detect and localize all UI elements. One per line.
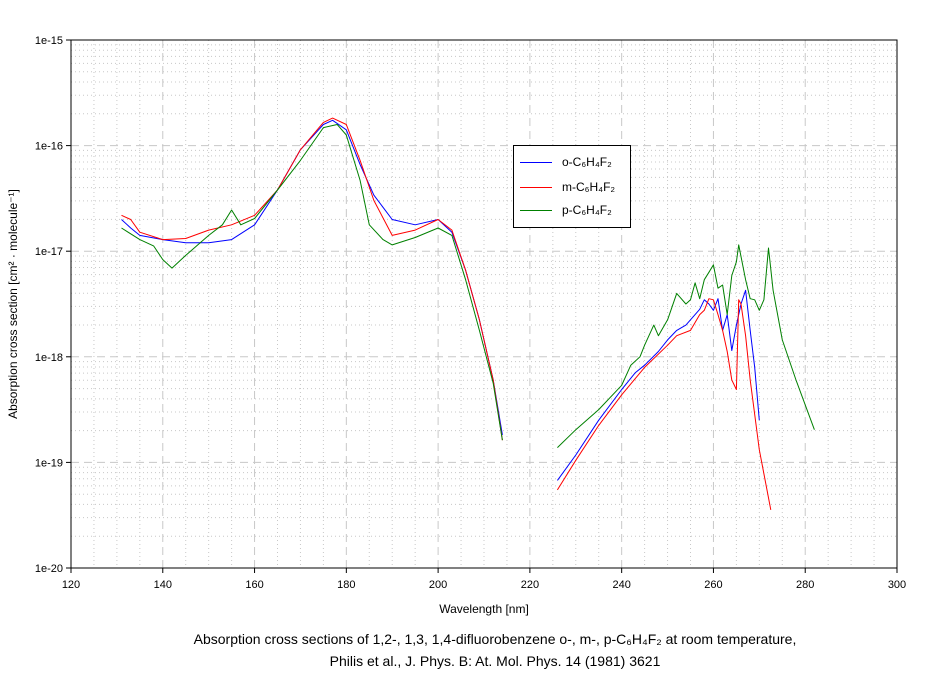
series-line-o-band-1 <box>121 119 503 435</box>
series-line-m-band-2 <box>556 298 772 510</box>
legend-label-o: o-C₆H₄F₂ <box>562 155 612 169</box>
series-group <box>121 117 815 510</box>
x-tick-label: 200 <box>429 579 447 591</box>
y-tick-label: 1e-20 <box>35 563 63 575</box>
legend-item-m: m-C₆H₄F₂ <box>520 179 615 195</box>
caption-line-2: Philis et al., J. Phys. B: At. Mol. Phys… <box>329 653 661 669</box>
series-line-p-band-2 <box>557 244 815 448</box>
y-tick-label: 1e-16 <box>35 141 63 153</box>
legend-label-p: p-C₆H₄F₂ <box>562 203 612 217</box>
caption-line-1: Absorption cross sections of 1,2-, 1,3, … <box>193 631 797 647</box>
x-tick-label: 240 <box>612 579 630 591</box>
x-tick-label: 300 <box>888 579 906 591</box>
y-tick-label: 1e-17 <box>35 246 63 258</box>
legend-label-m: m-C₆H₄F₂ <box>562 180 616 194</box>
x-tick-label: 260 <box>704 579 722 591</box>
ticks: 120 140 160 180 200 220 240 260 280 300 1e-20 1e-19… <box>35 35 906 591</box>
series-line-p-band-1 <box>121 124 503 441</box>
x-tick-label: 160 <box>245 579 263 591</box>
x-tick-label: 120 <box>62 579 80 591</box>
y-tick-label: 1e-19 <box>35 457 63 469</box>
legend-swatch-m <box>520 186 552 188</box>
series-line-o-band-2 <box>556 289 760 481</box>
y-tick-label: 1e-15 <box>35 35 63 47</box>
legend-item-o: o-C₆H₄F₂ <box>520 154 612 170</box>
legend: o-C₆H₄F₂ m-C₆H₄F₂ p-C₆H₄F₂ <box>513 145 631 228</box>
legend-item-p: p-C₆H₄F₂ <box>520 202 612 218</box>
x-axis-title: Wavelength [nm] <box>439 602 529 616</box>
legend-swatch-o <box>520 161 552 163</box>
legend-swatch-p <box>520 209 552 211</box>
x-tick-label: 280 <box>796 579 814 591</box>
x-tick-label: 220 <box>521 579 539 591</box>
y-axis-title: Absorption cross section [cm² · molecule… <box>6 189 20 419</box>
x-tick-label: 180 <box>337 579 355 591</box>
grid <box>71 40 897 568</box>
series-line-m-band-1 <box>121 117 503 441</box>
plot-frame <box>70 39 898 569</box>
x-tick-label: 140 <box>154 579 172 591</box>
y-tick-label: 1e-18 <box>35 352 63 364</box>
